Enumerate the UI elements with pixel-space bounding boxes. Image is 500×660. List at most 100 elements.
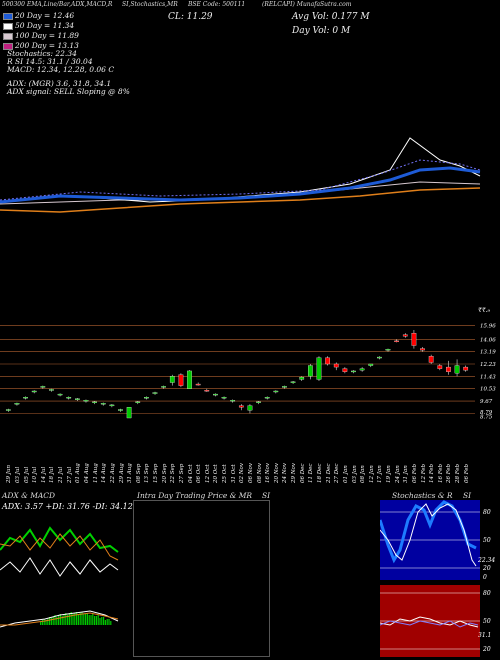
stoch-tick: 80 xyxy=(483,509,491,516)
y-tick-label: 13.19 xyxy=(480,350,496,356)
stoch-tick: 50 xyxy=(483,537,491,544)
x-tick-label: 15 Sep xyxy=(153,463,160,483)
candle-body xyxy=(14,403,20,405)
legend-item: 200 Day = 13.13 xyxy=(3,41,79,51)
macd-histogram-bar xyxy=(76,612,78,625)
adx-plus-line xyxy=(0,526,119,553)
macd-histogram-bar xyxy=(72,614,74,625)
macd-histogram-bar xyxy=(103,617,105,625)
day-volume: Day Vol: 0 M xyxy=(292,26,351,36)
y-tick-label: 14.06 xyxy=(480,337,496,343)
macd-histogram-bar xyxy=(99,618,101,625)
candle-body xyxy=(144,397,149,399)
legend-swatch xyxy=(3,22,13,30)
macd-histogram-bar xyxy=(85,614,87,625)
x-tick-label: 06 Feb xyxy=(411,463,418,483)
date-axis: 29 Jun 03 Jul 05 Jul 10 Jul 14 Jul 18 Jul 21 J… xyxy=(0,428,500,488)
x-tick-label: 17 Jan xyxy=(377,465,384,483)
x-tick-label: 03 Jan xyxy=(351,465,358,483)
x-tick-label: 03 Jul xyxy=(14,466,21,483)
candle-body xyxy=(428,356,434,363)
macd-histogram-bar xyxy=(47,619,49,625)
x-tick-label: 20 Nov xyxy=(273,463,280,483)
candle-body xyxy=(126,407,132,419)
macd-histogram-bar xyxy=(63,614,65,625)
x-tick-label: 18 Dec xyxy=(316,463,323,484)
x-tick-label: 18 Jul xyxy=(49,466,56,483)
y-tick-label: 8.75 xyxy=(480,414,493,420)
x-tick-label: 29 Aug xyxy=(118,463,125,483)
macd-histogram-bar xyxy=(45,620,47,625)
indicators-label: EMA,Line/Bar,ADX,MACD,R xyxy=(26,1,113,8)
y-tick-label: 8.79 xyxy=(480,410,493,416)
rsi-last-value: 31.1 xyxy=(478,632,491,639)
ema-lines-chart xyxy=(0,137,481,213)
candle-body xyxy=(23,397,28,399)
x-tick-label: 08 Sep xyxy=(135,463,142,483)
x-tick-label: 22 Sep xyxy=(170,463,177,483)
x-tick-label: 10 Jul xyxy=(32,466,39,483)
candle-body xyxy=(100,403,106,405)
candle-body xyxy=(282,386,287,388)
legend-item: 50 Day = 11.34 xyxy=(3,21,79,31)
candle-body xyxy=(308,365,313,377)
y-tick-label: 12.23 xyxy=(480,362,496,368)
price-top-label: ₹₹.₉ xyxy=(478,307,491,314)
x-tick-label: 12 Oct xyxy=(204,464,211,483)
macd-histogram-bar xyxy=(59,614,61,625)
candle-body xyxy=(351,370,356,373)
x-tick-label: 25 Oct xyxy=(222,464,229,483)
x-tick-label: 19 Jan xyxy=(386,465,393,483)
x-tick-label: 14 Aug xyxy=(101,463,108,483)
stoch-last-value: 22.34 xyxy=(477,557,495,564)
legend-swatch xyxy=(3,32,13,40)
x-tick-label: 16 Feb xyxy=(437,463,444,483)
x-tick-label: 01 Jan xyxy=(342,465,349,483)
stoch-title-si: SI xyxy=(463,491,472,500)
x-tick-label: 20 Sep xyxy=(161,463,168,483)
macd-histogram-bar xyxy=(94,616,96,625)
macd-signal-line xyxy=(0,612,119,626)
candle-body xyxy=(40,386,46,388)
x-tick-label: 16 Nov xyxy=(265,463,272,483)
ema-legend: 20 Day = 12.46 50 Day = 11.34 100 Day = … xyxy=(3,11,79,51)
ema-fill-line xyxy=(0,159,481,201)
stochastics-stat: Stochastics: 22.34 xyxy=(7,49,77,58)
x-tick-label: 05 Jul xyxy=(23,466,30,483)
legend-swatch xyxy=(3,12,13,20)
x-tick-label: 12 Feb xyxy=(420,463,427,483)
x-tick-label: 14 Jul xyxy=(40,466,47,483)
candle-body xyxy=(187,370,192,389)
macd-histogram-bar xyxy=(56,617,58,625)
macd-histogram-bar xyxy=(54,615,56,625)
candle-body xyxy=(247,405,253,411)
candle-body xyxy=(273,390,279,393)
y-tick-label: 15.96 xyxy=(480,323,496,329)
legend-item: 20 Day = 12.46 xyxy=(3,11,79,21)
x-tick-label: 06 Dec xyxy=(299,463,306,484)
candle-body xyxy=(204,390,210,392)
candle-body xyxy=(152,392,158,394)
stoch-d-line xyxy=(380,503,477,567)
candle-body xyxy=(316,357,322,380)
candle-body xyxy=(118,409,123,411)
macd-histogram-bar xyxy=(49,617,51,625)
macd-histogram-bar xyxy=(108,619,110,625)
candle-body xyxy=(342,368,348,372)
x-tick-label: 27 Dec xyxy=(334,463,341,484)
macd-histogram-bar xyxy=(41,620,43,625)
candle-body xyxy=(411,332,417,346)
macd-panel xyxy=(0,585,120,655)
stoch-tick: 20 xyxy=(482,565,491,572)
y-tick-label: 9.67 xyxy=(480,399,493,405)
legend-swatch xyxy=(3,42,13,50)
x-tick-label: 13 Sep xyxy=(144,463,151,483)
candle-body xyxy=(463,366,469,371)
macd-histogram xyxy=(40,612,112,625)
rsi-panel: 80 50 20 31.1 xyxy=(380,585,491,657)
candle-body xyxy=(446,366,451,372)
y-tick-label: 10.53 xyxy=(480,387,496,393)
close-price: CL: 11.29 xyxy=(168,12,213,22)
macd-histogram-bar xyxy=(43,619,45,625)
candle-body xyxy=(238,405,244,408)
